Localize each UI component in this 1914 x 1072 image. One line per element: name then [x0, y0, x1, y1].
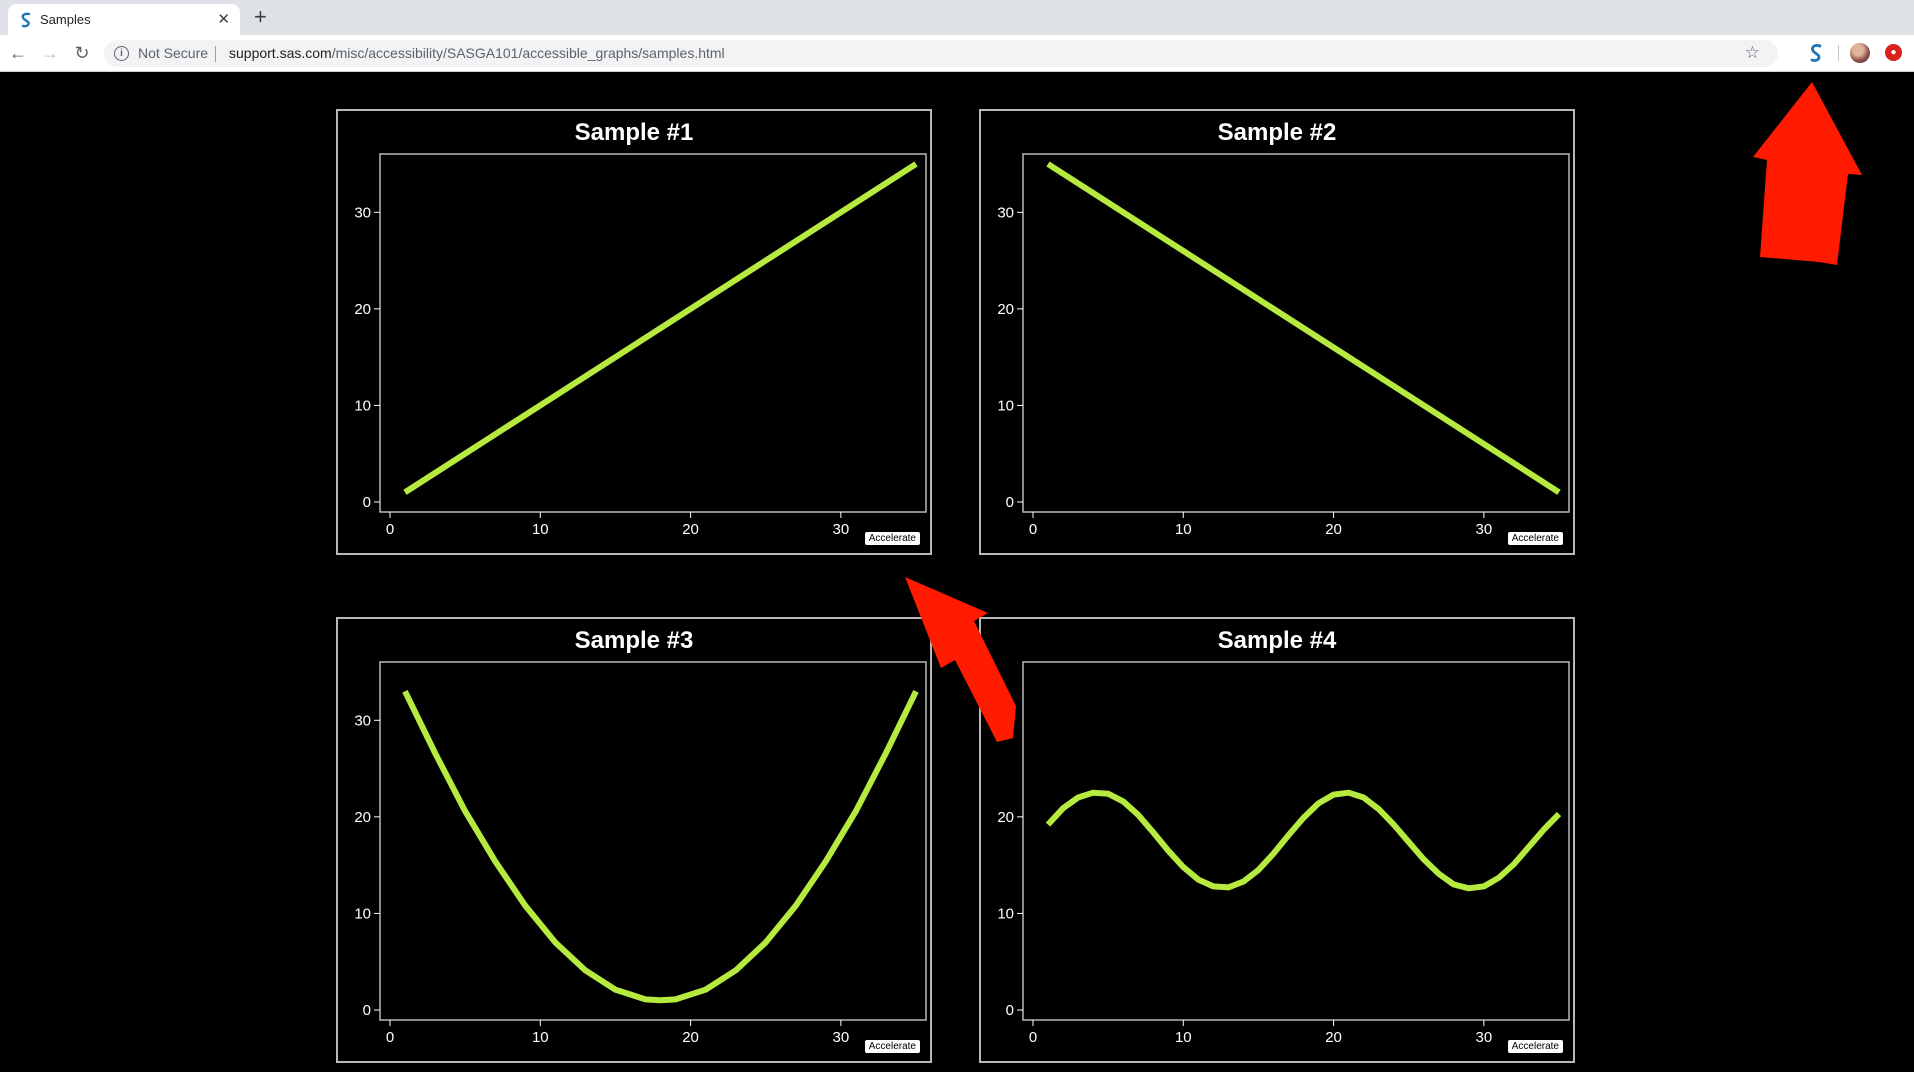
y-tick-label: 0 [1006, 494, 1014, 511]
series-line [402, 689, 919, 1004]
chart-title: Sample #3 [574, 627, 694, 654]
y-tick-label: 10 [997, 397, 1014, 414]
x-tick-label: 10 [532, 1029, 549, 1046]
y-tick-label: 30 [354, 712, 371, 729]
tab-title: Samples [40, 12, 91, 27]
plot-frame [1022, 661, 1570, 1021]
extension-icon[interactable]: ● [1885, 44, 1902, 61]
url-text[interactable]: support.sas.com/misc/accessibility/SASGA… [229, 45, 725, 61]
plot-frame [1022, 153, 1570, 513]
series-line [1046, 161, 1561, 495]
url-path: /misc/accessibility/SASGA101/accessible_… [331, 45, 725, 61]
divider [1838, 45, 1839, 61]
y-tick-label: 20 [997, 809, 1014, 826]
y-tick-label: 20 [354, 809, 371, 826]
y-tick-label: 30 [997, 204, 1014, 221]
x-tick-label: 30 [1476, 521, 1493, 538]
chart-title: Sample #2 [1217, 119, 1337, 146]
x-tick-label: 20 [682, 1029, 699, 1046]
url-host: support.sas.com [229, 45, 332, 61]
line-chart: 0 10 20 30 0 10 20 30 [997, 153, 1570, 538]
browser-toolbar: ← → ↻ i Not Secure support.sas.com/misc/… [0, 35, 1914, 72]
x-tick-label: 20 [1325, 1029, 1342, 1046]
x-tick-label: 10 [532, 521, 549, 538]
chart-panel-1: Sample #1 0 10 20 30 0 10 20 30 Accelerate [336, 109, 932, 555]
chart-panel-2: Sample #2 0 10 20 30 0 10 20 30 Accelerate [979, 109, 1575, 555]
x-tick-label: 30 [833, 1029, 850, 1046]
x-tick-label: 10 [1175, 1029, 1192, 1046]
chart-panel-4: Sample #4 0 10 20 30 0 10 20 Accelerate [979, 617, 1575, 1063]
line-chart: 0 10 20 30 0 10 20 30 [354, 661, 927, 1046]
y-tick-label: 10 [354, 397, 371, 414]
y-tick-label: 10 [997, 905, 1014, 922]
info-icon[interactable]: i [114, 46, 129, 61]
plot-frame [379, 153, 927, 513]
y-tick-label: 20 [354, 301, 371, 318]
y-tick-label: 30 [354, 204, 371, 221]
divider [215, 46, 216, 62]
tab-samples[interactable]: Samples ✕ [8, 4, 240, 35]
security-label: Not Secure [138, 45, 209, 61]
x-tick-label: 0 [386, 1029, 394, 1046]
sas-favicon-icon [21, 12, 31, 28]
accelerate-button[interactable]: Accelerate [864, 1040, 920, 1053]
sas-extension-icon[interactable] [1806, 43, 1826, 63]
x-tick-label: 0 [1029, 521, 1037, 538]
back-arrow-icon[interactable]: ← [9, 43, 27, 63]
star-icon[interactable]: ☆ [1744, 43, 1760, 62]
page-content: Sample #1 0 10 20 30 0 10 20 30 Accelerate Samp… [0, 72, 1914, 1072]
series-line [1045, 789, 1562, 892]
profile-avatar[interactable] [1850, 43, 1870, 63]
line-chart: 0 10 20 30 0 10 20 [997, 661, 1570, 1046]
x-tick-label: 20 [1325, 521, 1342, 538]
reload-icon[interactable]: ↻ [74, 43, 90, 63]
y-tick-label: 20 [997, 301, 1014, 318]
x-tick-label: 0 [1029, 1029, 1037, 1046]
accelerate-button[interactable]: Accelerate [1507, 1040, 1563, 1053]
chart-panel-3: Sample #3 0 10 20 30 0 10 20 30 Accelerate [336, 617, 932, 1063]
series-line [403, 161, 918, 495]
x-tick-label: 30 [833, 521, 850, 538]
y-tick-label: 0 [1006, 1002, 1014, 1019]
line-chart: 0 10 20 30 0 10 20 30 [354, 153, 927, 538]
red-arrow-icon [1753, 82, 1862, 265]
chart-title: Sample #1 [574, 119, 694, 146]
close-tab-icon[interactable]: ✕ [217, 11, 230, 28]
address-bar[interactable]: i Not Secure support.sas.com/misc/access… [104, 40, 1778, 67]
tab-bar: Samples ✕ + [0, 0, 1914, 35]
accelerate-button[interactable]: Accelerate [864, 532, 920, 545]
x-tick-label: 30 [1476, 1029, 1493, 1046]
y-tick-label: 10 [354, 905, 371, 922]
x-tick-label: 20 [682, 521, 699, 538]
annotation-arrows [905, 82, 1862, 742]
plot-frame [379, 661, 927, 1021]
x-tick-label: 10 [1175, 521, 1192, 538]
new-tab-button[interactable]: + [254, 4, 267, 29]
accelerate-button[interactable]: Accelerate [1507, 532, 1563, 545]
forward-arrow-icon[interactable]: → [41, 43, 59, 63]
y-tick-label: 0 [363, 494, 371, 511]
y-tick-label: 0 [363, 1002, 371, 1019]
chart-title: Sample #4 [1217, 627, 1337, 654]
x-tick-label: 0 [386, 521, 394, 538]
